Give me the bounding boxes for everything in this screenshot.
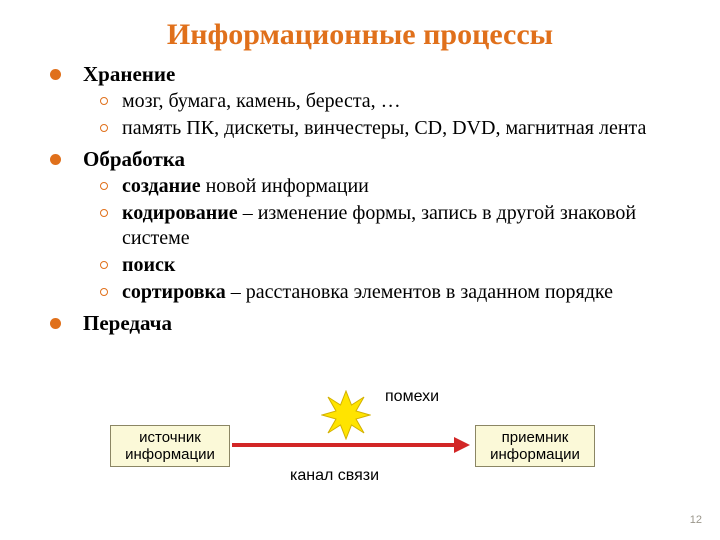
- l2-item: поиск: [100, 253, 680, 278]
- l2-item: память ПК, дискеты, винчестеры, CD, DVD,…: [100, 116, 680, 141]
- l2-item: сортировка – расстановка элементов в зад…: [100, 280, 680, 305]
- l1-label: Передача: [83, 311, 172, 336]
- noise-burst-icon: [321, 390, 371, 440]
- l2-label: мозг, бумага, камень, береста, …: [122, 89, 401, 114]
- l2-item: мозг, бумага, камень, береста, …: [100, 89, 680, 114]
- bullet-icon: [50, 154, 61, 165]
- l2-label: поиск: [122, 253, 175, 278]
- content-area: Хранениемозг, бумага, камень, береста, ……: [40, 62, 680, 336]
- l2-label: сортировка – расстановка элементов в зад…: [122, 280, 613, 305]
- receiver-box: приемник информации: [475, 425, 595, 467]
- l1-label: Хранение: [83, 62, 175, 87]
- l2-label: создание новой информации: [122, 174, 369, 199]
- noise-label: помехи: [385, 388, 439, 406]
- hollow-bullet-icon: [100, 209, 108, 217]
- l1-item: Хранение: [50, 62, 680, 87]
- channel-arrow-head: [454, 437, 470, 453]
- hollow-bullet-icon: [100, 97, 108, 105]
- bullet-icon: [50, 69, 61, 80]
- l1-item: Передача: [50, 311, 680, 336]
- hollow-bullet-icon: [100, 261, 108, 269]
- source-box: источник информации: [110, 425, 230, 467]
- page-number: 12: [690, 514, 702, 526]
- hollow-bullet-icon: [100, 124, 108, 132]
- channel-arrow-line: [232, 443, 454, 447]
- slide: Информационные процессы Хранениемозг, бу…: [0, 0, 720, 540]
- l1-item: Обработка: [50, 147, 680, 172]
- channel-label: канал связи: [290, 467, 379, 485]
- l2-label: память ПК, дискеты, винчестеры, CD, DVD,…: [122, 116, 646, 141]
- transmission-diagram: помехи источник информации приемник инфо…: [0, 385, 720, 495]
- l2-item: создание новой информации: [100, 174, 680, 199]
- hollow-bullet-icon: [100, 182, 108, 190]
- bullet-icon: [50, 318, 61, 329]
- slide-title: Информационные процессы: [40, 18, 680, 52]
- l2-label: кодирование – изменение формы, запись в …: [122, 201, 680, 251]
- hollow-bullet-icon: [100, 288, 108, 296]
- l2-item: кодирование – изменение формы, запись в …: [100, 201, 680, 251]
- l1-label: Обработка: [83, 147, 185, 172]
